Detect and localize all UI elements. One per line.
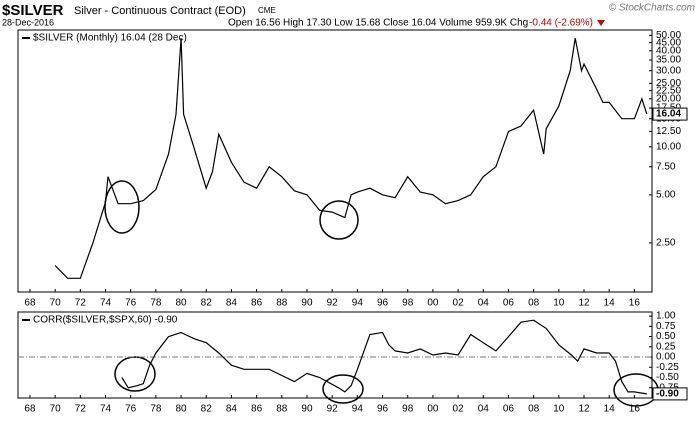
x-tick-label: 10 [553,404,565,415]
circle [319,200,359,240]
x-tick-label: 82 [201,404,213,415]
y-tick-label: 1.00 [656,311,676,322]
circle [322,374,364,404]
y-tick-label: 2.50 [656,238,676,249]
exchange: CME [258,6,276,15]
x-tick-label: 00 [427,404,439,415]
series-line [54,38,648,279]
x-tick-label: 72 [75,298,87,309]
x-tick-label: 04 [478,298,490,309]
x-tick-label: 88 [276,404,288,415]
x-tick-label: 00 [427,298,439,309]
corr-panel [17,311,653,399]
y-tick-label: -0.50 [656,372,679,383]
x-tick-label: 12 [578,298,590,309]
y-tick-label: 10.00 [656,141,681,152]
x-tick-label: 02 [453,298,465,309]
x-tick-label: 16 [629,298,641,309]
x-tick-label: 98 [402,298,414,309]
x-tick-label: 94 [352,298,364,309]
x-tick-label: 92 [327,404,339,415]
y-tick-label: 7.50 [656,161,676,172]
change: -0.44 (-2.69%) [529,18,593,29]
y-tick-label: 20.00 [656,93,681,104]
credit: © StockCharts.com [609,3,695,14]
x-tick-label: 78 [150,298,162,309]
y-tick-label: 22.50 [656,85,681,96]
y-tick-label: 25.00 [656,78,681,89]
x-tick-label: 06 [503,298,515,309]
x-tick-label: 84 [226,298,238,309]
annotations [104,180,659,407]
last-value-box [652,107,688,121]
x-tick-label: 80 [176,298,188,309]
x-tick-label: 12 [578,404,590,415]
x-tick-label: 14 [604,404,616,415]
x-tick-label: 96 [377,298,389,309]
last-value-label: 16.04 [656,109,681,120]
x-tick-label: 80 [176,404,188,415]
last-value-box [652,387,688,401]
y-tick-label: 35.00 [656,55,681,66]
x-tick-label: 96 [377,404,389,415]
y-tick-label: 40.00 [656,45,681,56]
y-tick-label: 45.00 [656,37,681,48]
last-value-label: -0.90 [656,389,679,400]
x-tick-label: 06 [503,404,515,415]
legend-label: $SILVER (Monthly) 16.04 (28 Dec) [33,33,187,44]
date: 28-Dec-2016 [2,17,54,27]
x-tick-label: 86 [251,298,263,309]
down-arrow [597,20,605,26]
circle [104,180,140,234]
x-tick-label: 98 [402,404,414,415]
x-tick-label: 08 [528,404,540,415]
price-panel [17,29,653,293]
y-tick-label: 50.00 [656,30,681,41]
x-tick-label: 94 [352,404,364,415]
x-tick-label: 04 [478,404,490,415]
y-tick-label: 5.00 [656,189,676,200]
series-line [121,319,647,395]
chart-subtitle: Silver - Continuous Contract (EOD) [74,5,246,17]
x-tick-label: 88 [276,298,288,309]
x-tick-label: 76 [125,404,137,415]
y-tick-label: 0.75 [656,321,676,332]
x-tick-label: 14 [604,298,616,309]
quote: Open 16.56 High 17.30 Low 15.68 Close 16… [228,18,528,29]
x-tick-label: 16 [629,404,641,415]
x-tick-label: 90 [301,404,313,415]
legend-label: CORR($SILVER,$SPX,60) -0.90 [33,315,178,326]
x-tick-label: 72 [75,404,87,415]
x-tick-label: 70 [50,404,62,415]
x-tick-label: 92 [327,298,339,309]
x-tick-label: 68 [24,404,36,415]
y-tick-label: -0.25 [656,362,679,373]
y-tick-label: 12.50 [656,126,681,137]
chart-title: $SILVER [2,2,64,19]
x-tick-label: 74 [100,298,112,309]
x-tick-label: 10 [553,298,565,309]
x-tick-label: 78 [150,404,162,415]
x-tick-label: 08 [528,298,540,309]
x-tick-label: 76 [125,298,137,309]
circle [114,356,156,392]
x-tick-label: 86 [251,404,263,415]
y-tick-label: 0.25 [656,341,676,352]
x-tick-label: 74 [100,404,112,415]
y-tick-label: 0.50 [656,331,676,342]
x-tick-label: 70 [50,298,62,309]
y-tick-label: 0.00 [656,352,676,363]
x-tick-label: 90 [301,298,313,309]
x-tick-label: 02 [453,404,465,415]
y-tick-label: 30.00 [656,65,681,76]
x-tick-label: 84 [226,404,238,415]
x-tick-label: 68 [24,298,36,309]
x-tick-label: 82 [201,298,213,309]
